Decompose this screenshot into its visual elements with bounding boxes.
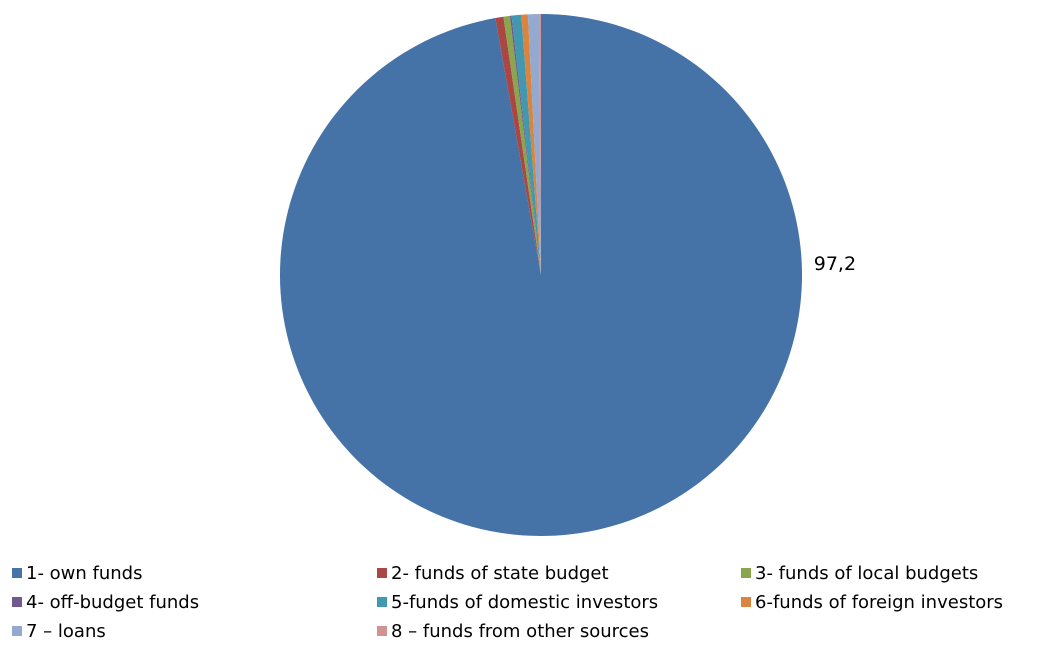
legend-label: 2- funds of state budget: [391, 562, 609, 584]
legend-swatch: [12, 626, 22, 636]
legend-item-own-funds: 1- own funds: [12, 560, 143, 586]
legend-label: 7 – loans: [26, 620, 106, 642]
legend-item-off-budget-funds: 4- off-budget funds: [12, 589, 199, 615]
pie-chart: 97,2: [279, 14, 856, 537]
pie-slice: [511, 14, 541, 276]
pie-slice: [527, 14, 541, 275]
legend-swatch: [741, 597, 751, 607]
data-label: 97,2: [814, 253, 856, 275]
legend-swatch: [377, 626, 387, 636]
legend-label: 8 – funds from other sources: [391, 620, 650, 642]
legend-label: 6-funds of foreign investors: [755, 591, 1004, 613]
chart-legend: 1- own funds 2- funds of state budget 3-…: [0, 560, 1056, 647]
legend-label: 4- off-budget funds: [26, 591, 200, 613]
pie-slice: [509, 15, 541, 275]
pie-slice: [503, 15, 541, 276]
legend-item-foreign-investors: 6-funds of foreign investors: [741, 589, 1003, 615]
legend-swatch: [12, 597, 22, 607]
legend-item-local-budgets: 3- funds of local budgets: [741, 560, 978, 586]
pie-svg: 97,2: [279, 14, 856, 537]
legend-swatch: [741, 568, 751, 578]
legend-label: 3- funds of local budgets: [755, 562, 979, 584]
legend-swatch: [12, 568, 22, 578]
legend-item-domestic-investors: 5-funds of domestic investors: [377, 589, 658, 615]
legend-item-other-sources: 8 – funds from other sources: [377, 618, 649, 644]
legend-swatch: [377, 597, 387, 607]
pie-slice: [521, 14, 541, 276]
legend-label: 5-funds of domestic investors: [391, 591, 659, 613]
pie-slices: [279, 14, 802, 537]
pie-slice: [279, 14, 802, 537]
legend-item-state-budget: 2- funds of state budget: [377, 560, 609, 586]
pie-data-labels: 97,2: [814, 253, 856, 275]
pie-slice: [495, 16, 541, 275]
legend-label: 1- own funds: [26, 562, 143, 584]
legend-swatch: [377, 568, 387, 578]
pie-slice: [539, 14, 541, 275]
legend-item-loans: 7 – loans: [12, 618, 106, 644]
